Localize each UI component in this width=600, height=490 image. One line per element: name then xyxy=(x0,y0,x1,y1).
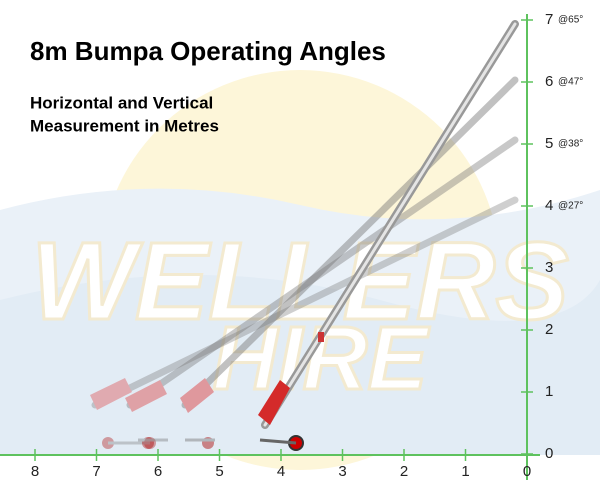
title: 8m Bumpa Operating Angles xyxy=(30,36,386,66)
vertical-label: 4 xyxy=(545,197,553,214)
conveyor-27 xyxy=(90,196,519,449)
horizontal-label: 3 xyxy=(338,463,346,480)
watermark: HIRE xyxy=(212,309,430,409)
horizontal-label: 7 xyxy=(92,463,100,480)
vertical-label: 7 xyxy=(545,11,553,28)
subtitle: Measurement in Metres xyxy=(30,116,219,135)
horizontal-label: 2 xyxy=(400,463,408,480)
horizontal-label: 5 xyxy=(215,463,223,480)
vertical-label: 5 xyxy=(545,135,553,152)
subtitle: Horizontal and Vertical xyxy=(30,93,213,112)
angle-label: @47° xyxy=(558,77,583,88)
watermark: WELLERS xyxy=(31,220,569,343)
conveyor-65 xyxy=(258,20,519,451)
vertical-label: 6 xyxy=(545,73,553,90)
vertical-label: 1 xyxy=(545,383,553,400)
conveyor-47 xyxy=(180,76,519,449)
horizontal-label: 1 xyxy=(461,463,469,480)
angle-label: @38° xyxy=(558,139,583,150)
vertical-label: 3 xyxy=(545,259,553,276)
angle-label: @65° xyxy=(558,15,583,26)
horizontal-label: 8 xyxy=(31,463,39,480)
horizontal-label: 0 xyxy=(523,463,531,480)
conveyor-38 xyxy=(125,136,519,449)
vertical-label: 0 xyxy=(545,445,553,462)
horizontal-label: 6 xyxy=(154,463,162,480)
vertical-label: 2 xyxy=(545,321,553,338)
ticks: 8 7 6 5 4 3 2 1 0 7 6 5 4 3 2 1 0 @65° @47° @38° @27° xyxy=(31,11,583,480)
angle-label: @27° xyxy=(558,201,583,212)
horizontal-label: 4 xyxy=(277,463,285,480)
